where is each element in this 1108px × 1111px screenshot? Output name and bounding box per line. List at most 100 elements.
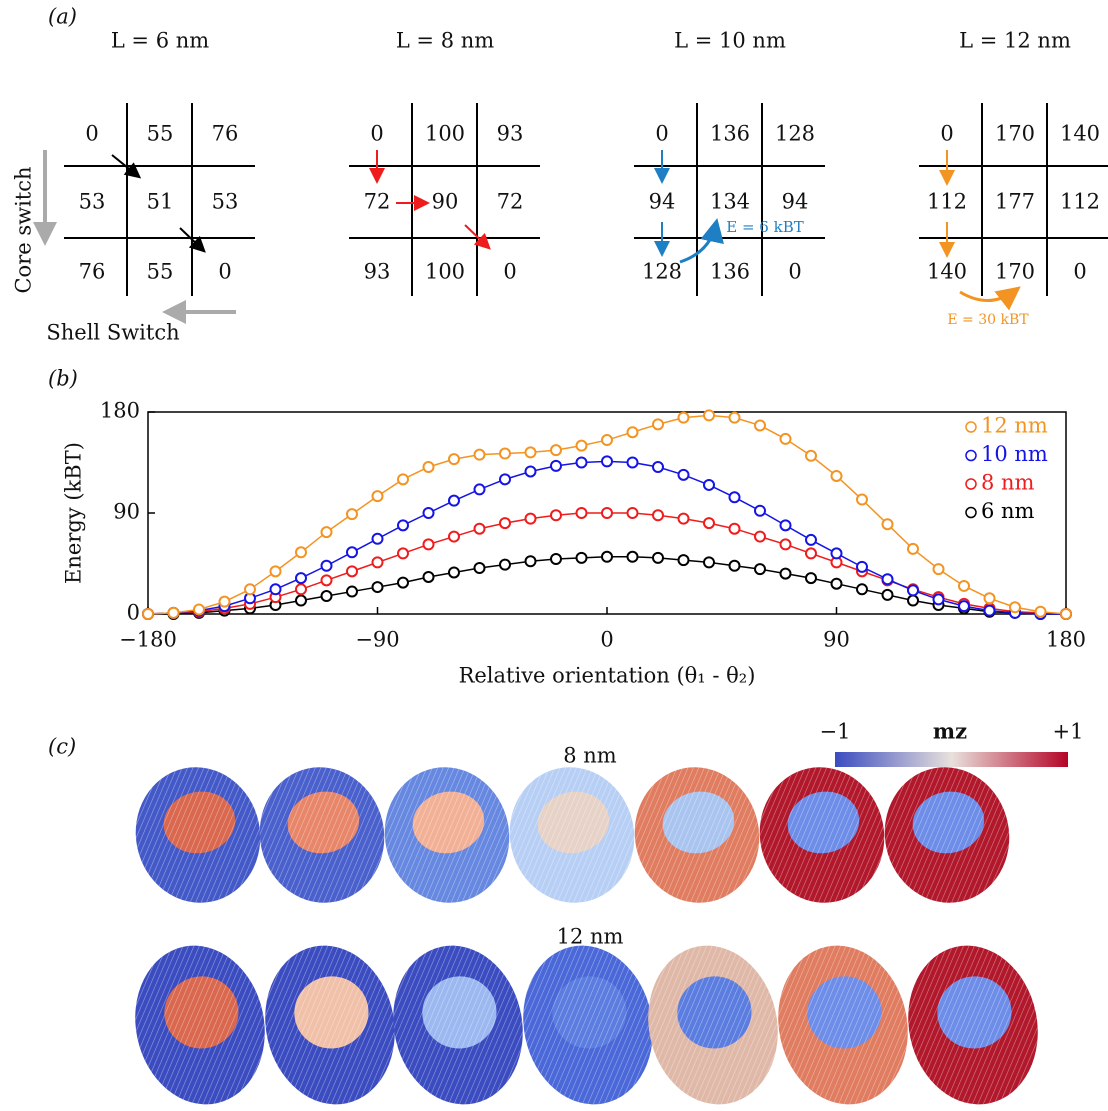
legend-label: 8 nm (981, 471, 1035, 495)
data-point (601, 550, 613, 563)
core-hatch (787, 791, 860, 854)
core-hatch (937, 976, 1012, 1049)
cell-value: 170 (995, 260, 1035, 284)
cell-value: 140 (1060, 122, 1100, 146)
data-point (652, 509, 664, 522)
spin-texture (759, 767, 885, 903)
energy-annotation: E = 6 kBT (726, 218, 803, 236)
data-point (397, 519, 409, 532)
cell-value: 0 (370, 122, 383, 146)
data-point (932, 563, 945, 576)
legend-marker (965, 478, 977, 490)
data-point (881, 518, 894, 531)
data-point (193, 603, 205, 616)
cell-value: 76 (212, 122, 239, 146)
data-point (397, 473, 409, 486)
spin-texture (393, 945, 523, 1105)
legend-label: 6 nm (981, 499, 1035, 523)
energy-annotation: E = 30 kBT (947, 312, 1029, 328)
data-point (320, 559, 333, 572)
y-tick-label: 90 (113, 500, 140, 524)
spin-texture (135, 767, 261, 903)
cell-value: 0 (1073, 260, 1086, 284)
data-point (448, 453, 460, 466)
x-tick-label: 90 (823, 628, 850, 652)
panel-label: (b) (48, 367, 78, 391)
data-point (473, 561, 486, 574)
core-hatch (662, 791, 735, 854)
grid: L = 12 nm 0 170 140 112 177 112 140 170 0 (919, 29, 1108, 296)
data-point (473, 448, 486, 461)
data-point (1009, 601, 1021, 614)
spin-texture (648, 945, 778, 1105)
grids: L = 6 nm 0 55 76 53 51 53 76 55 0 L = 8 nm 0 100 93 72… (64, 29, 1108, 296)
cell-value: 100 (425, 260, 465, 284)
data-point (626, 550, 639, 563)
grid-title: L = 8 nm (396, 29, 494, 53)
data-point (422, 507, 435, 519)
cell-value: 128 (642, 260, 682, 284)
data-point (320, 526, 333, 539)
data-point (575, 507, 588, 519)
data-point (677, 554, 690, 567)
data-point (754, 563, 766, 576)
data-point (524, 465, 537, 478)
data-point (754, 504, 766, 517)
colorbar-title: mz (933, 719, 967, 744)
spin-texture (384, 767, 510, 903)
cell-value: 72 (497, 190, 524, 214)
data-point (499, 517, 511, 530)
spin-texture (884, 767, 1010, 903)
data-point (703, 517, 715, 530)
data-point (550, 459, 562, 472)
core-hatch (537, 791, 610, 854)
data-point (626, 456, 639, 469)
core-hatch (163, 791, 236, 854)
data-point (626, 507, 639, 519)
cell-value: 51 (147, 190, 174, 214)
data-point (346, 508, 358, 521)
data-point (320, 574, 333, 587)
arrow (679, 218, 724, 264)
spin-texture (265, 945, 395, 1105)
cell-value: 0 (788, 260, 801, 284)
data-point (269, 565, 282, 578)
grid: L = 8 nm 0 100 93 72 90 72 93 100 0 (349, 29, 540, 296)
data-point (677, 411, 690, 424)
data-point (473, 522, 486, 535)
data-point (881, 573, 894, 586)
data-point (601, 434, 613, 447)
data-point (856, 560, 868, 573)
plot: −180 −90 0 90 180 0 90 180 12 nm 10 nm 8 nm 6 nm (100, 399, 1086, 652)
cell-value: 136 (710, 122, 750, 146)
shell-switch-label: Shell Switch (46, 321, 179, 345)
data-point (371, 532, 384, 545)
x-tick-label: 0 (600, 628, 613, 652)
data-point (218, 595, 231, 608)
cell-value: 0 (218, 260, 231, 284)
data-point (295, 583, 307, 596)
cell-value: 100 (425, 122, 465, 146)
data-point (881, 588, 894, 601)
series-line (147, 460, 1066, 615)
legend-label: 12 nm (981, 414, 1048, 438)
data-point (779, 519, 792, 532)
cell-value: 140 (927, 260, 967, 284)
arrow (111, 154, 142, 179)
spin-texture (634, 767, 760, 903)
arrow (959, 286, 1021, 311)
core-hatch (912, 791, 985, 854)
data-point (371, 581, 384, 594)
x-tick-label: 180 (1046, 628, 1086, 652)
data-point (779, 567, 792, 580)
cell-value: 76 (79, 260, 106, 284)
data-point (371, 490, 384, 503)
data-point (805, 449, 817, 462)
data-point (703, 409, 715, 422)
data-point (805, 533, 817, 546)
data-point (830, 469, 843, 482)
data-point (550, 553, 562, 566)
data-point (652, 460, 664, 473)
data-point (397, 576, 409, 589)
data-point (524, 446, 537, 459)
